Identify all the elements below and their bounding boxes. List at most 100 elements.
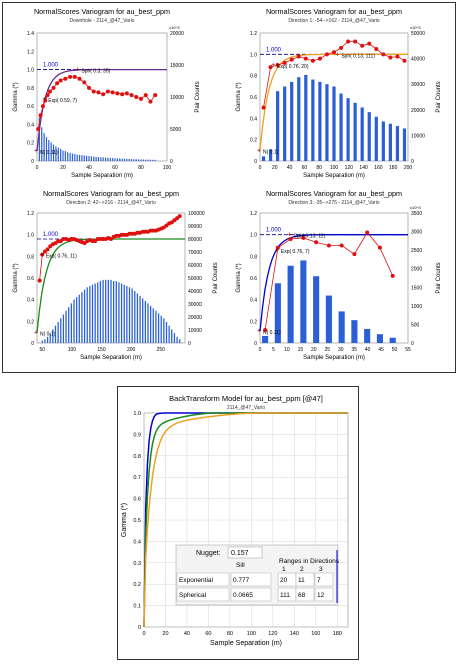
pair-count-bar — [152, 159, 154, 161]
pair-count-bar — [367, 112, 371, 161]
x-tick-label: 100 — [330, 165, 339, 171]
x-tick-label: 150 — [97, 347, 106, 353]
y2-tick-label: 90000 — [188, 224, 202, 230]
pair-count-bar — [107, 279, 109, 343]
annotation-label: N( 0.11) — [40, 150, 58, 156]
y-tick-label: 0.6 — [133, 497, 141, 503]
x-tick-label: 20 — [272, 165, 278, 171]
pair-count-bar — [176, 336, 178, 343]
x-tick-label: 35 — [351, 347, 357, 353]
pair-count-bar — [147, 303, 149, 343]
pair-count-bar — [60, 148, 62, 161]
x-axis-label: Sample Separation (m) — [210, 640, 282, 647]
pair-count-bar — [351, 320, 358, 343]
experimental-point — [48, 89, 52, 94]
x-tick-label: 120 — [345, 165, 354, 171]
experimental-point — [72, 74, 77, 79]
pair-count-bar — [346, 98, 350, 161]
x-tick-label: 20 — [60, 165, 66, 171]
pair-count-bar — [41, 127, 43, 161]
pair-count-bar — [145, 159, 147, 161]
range-value: 7 — [317, 577, 321, 584]
pair-count-bar — [91, 284, 94, 343]
chart-subtitle: Direction 1: -54-->162 - 2114_@47_Vario — [288, 18, 379, 24]
annotation-marker: + — [75, 67, 79, 74]
x-tick-label: 160 — [311, 631, 320, 637]
x-tick-label: 0 — [142, 631, 145, 637]
x-tick-label: 250 — [157, 347, 166, 353]
pair-count-bar — [171, 329, 173, 343]
pair-count-bar — [68, 307, 70, 343]
pair-count-bar — [105, 279, 107, 343]
ranges-header: Ranges in Directions — [279, 558, 340, 565]
pair-count-bar — [95, 156, 97, 161]
y-tick-label: 0.2 — [27, 141, 34, 147]
annotation-label: Sph( 0.3, 35) — [81, 69, 110, 75]
experimental-point — [365, 230, 370, 235]
pair-count-bar — [147, 159, 149, 161]
annotation-label: Sph( 0.13, 111) — [341, 53, 375, 59]
pair-count-bar — [144, 300, 146, 343]
chart-title: BackTransform Model for au_best_ppm [@47… — [169, 394, 323, 403]
pair-count-bar — [69, 152, 71, 161]
experimental-point — [87, 85, 91, 90]
x-tick-label: 0 — [36, 165, 39, 171]
experimental-point — [96, 90, 101, 95]
x-tick-label: 200 — [127, 347, 136, 353]
x-tick-label: 55 — [405, 347, 411, 353]
experimental-point — [324, 52, 329, 57]
experimental-point — [40, 252, 45, 257]
chart-title: NormalScores Variogram for au_best_ppm — [34, 7, 170, 16]
pair-count-bar — [41, 340, 43, 343]
y-tick-label: 1.0 — [250, 52, 257, 58]
y-tick-label: 0 — [254, 159, 257, 165]
pair-count-bar — [110, 279, 112, 343]
y-tick-label: 0.4 — [27, 298, 34, 304]
experimental-point — [110, 90, 115, 95]
annotation-label: Exp( 0.76, 7) — [281, 249, 310, 255]
pair-count-bar — [109, 157, 111, 161]
pair-count-bar — [131, 288, 133, 343]
experimental-point — [134, 95, 139, 99]
y2-tick-label: 20000 — [411, 108, 425, 114]
experimental-point — [51, 85, 56, 90]
y2-tick-label: 50000 — [411, 31, 425, 37]
pair-count-bar — [287, 265, 294, 343]
pair-count-bar — [338, 311, 345, 343]
pair-count-bar — [104, 157, 107, 161]
pair-count-bar — [113, 281, 115, 343]
y-axis-label: Gamma (*) — [236, 263, 242, 292]
annotation-label: Exp( 0.76, 11) — [46, 254, 77, 260]
pair-count-bar — [332, 86, 336, 161]
x-tick-label: 10 — [284, 347, 290, 353]
sill-cell — [230, 587, 272, 602]
pair-count-bar — [71, 153, 74, 161]
pair-count-bar — [376, 334, 383, 343]
model-curve — [143, 412, 348, 628]
x-tick-label: 80 — [316, 165, 322, 171]
pair-count-bar — [126, 286, 128, 343]
pair-count-bar — [78, 154, 81, 161]
pair-count-bar — [64, 151, 66, 161]
y2-axis-label: Pair Counts — [195, 81, 201, 112]
annotation-label: Sph( 0.13, 12) — [294, 234, 326, 240]
x-tick-label: 40 — [287, 165, 293, 171]
pair-count-bar — [52, 329, 54, 343]
backtransform-chart: BackTransform Model for au_best_ppm [@47… — [121, 394, 349, 647]
pair-count-bar — [139, 295, 141, 343]
pair-count-bar — [112, 158, 114, 161]
pair-count-bar — [274, 283, 281, 343]
pair-count-bar — [157, 313, 160, 343]
experimental-point — [388, 55, 393, 60]
x-tick-label: 160 — [374, 165, 383, 171]
pair-count-bar — [119, 158, 121, 161]
y2-tick-label: 80000 — [188, 237, 202, 243]
y2-tick-label: 100000 — [188, 211, 205, 217]
y-tick-label: 0.6 — [250, 276, 257, 282]
y2-exponent-label: x10^3 — [169, 25, 180, 30]
y-tick-label: 0.8 — [250, 254, 257, 260]
x-axis-label: Sample Separation (m) — [71, 173, 133, 179]
pair-count-bar — [154, 159, 156, 161]
experimental-point — [377, 245, 382, 250]
pair-count-bar — [179, 339, 181, 343]
